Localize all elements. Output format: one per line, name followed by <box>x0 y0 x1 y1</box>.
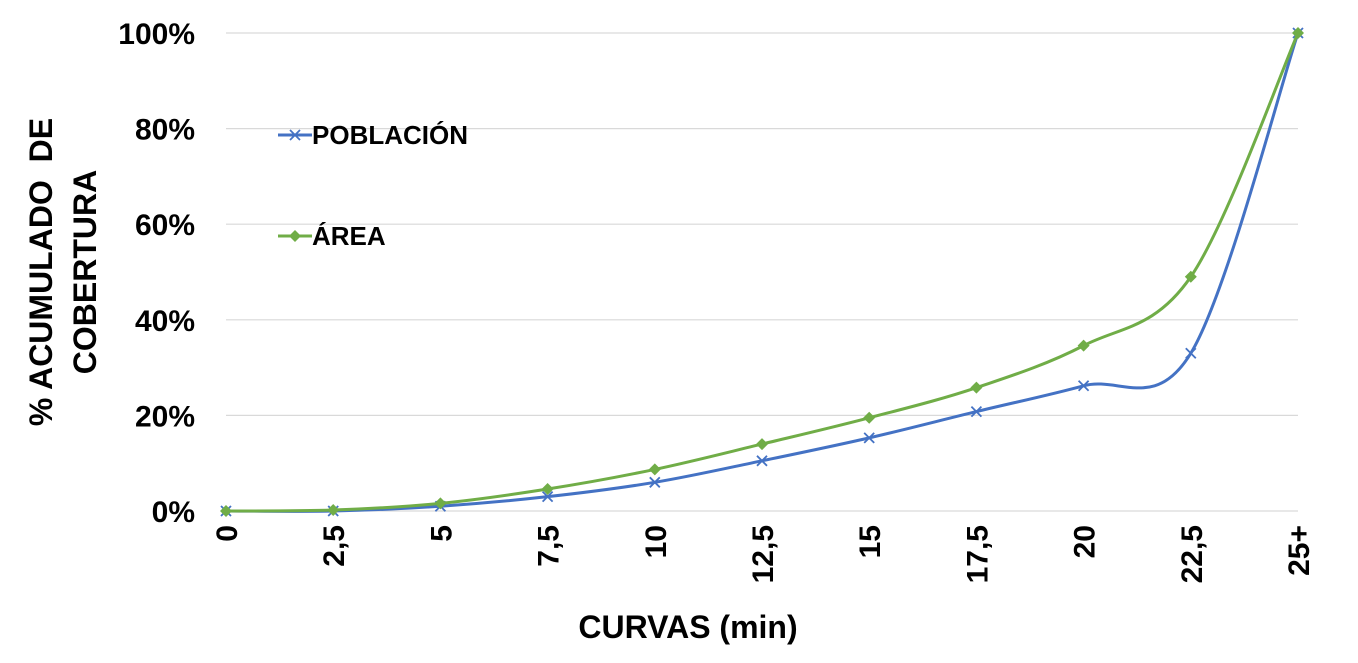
x-tick-label: 7,5 <box>533 525 566 567</box>
data-point-area <box>970 381 983 394</box>
y-axis-title-line-2: COBERTURA <box>67 170 103 374</box>
data-point-area <box>1292 27 1304 39</box>
data-point-area <box>220 505 232 517</box>
legend-label-poblacion: POBLACIÓN <box>312 120 468 150</box>
data-point-area <box>1184 270 1197 283</box>
data-point-poblacion <box>1077 380 1090 392</box>
y-tick-label: 20% <box>135 400 195 433</box>
data-point-area <box>434 497 447 510</box>
x-tick-label: 0 <box>211 525 244 542</box>
legend-marker-poblacion <box>289 129 301 141</box>
gridlines <box>226 32 1298 512</box>
data-point-poblacion <box>756 455 768 467</box>
data-point-area <box>756 438 768 451</box>
data-point-area <box>327 504 340 517</box>
x-tick-label: 2,5 <box>318 525 351 567</box>
series-line-poblacion <box>225 32 1300 513</box>
series-area <box>220 27 1304 517</box>
legend-item-poblacion: POBLACIÓN <box>278 120 468 150</box>
data-point-area <box>863 411 876 424</box>
y-tick-label: 0% <box>152 496 195 529</box>
data-point-poblacion <box>649 476 661 488</box>
y-axis-ticks: 0% 20% 40% 60% 80% 100% <box>118 18 195 529</box>
series-line-area <box>225 32 1300 513</box>
x-tick-label: 17,5 <box>961 525 994 583</box>
x-tick-label: 20 <box>1069 525 1102 558</box>
x-tick-label: 25+ <box>1283 525 1316 576</box>
x-axis-title: CURVAS (min) <box>578 609 797 645</box>
legend-label-area: ÁREA <box>312 221 386 251</box>
data-point-poblacion <box>970 405 983 418</box>
x-axis-ticks: 0 2,5 5 7,5 10 12,5 15 17,5 20 22,5 25+ <box>211 525 1316 583</box>
legend-item-area: ÁREA <box>278 221 386 251</box>
y-tick-label: 40% <box>135 305 195 338</box>
data-point-area <box>1077 339 1090 352</box>
data-point-poblacion <box>863 432 875 444</box>
y-tick-label: 80% <box>135 114 195 147</box>
y-axis-title-line-1: % ACUMULADO DE <box>23 118 59 426</box>
x-tick-label: 22,5 <box>1176 525 1209 583</box>
x-tick-label: 10 <box>640 525 673 558</box>
data-point-poblacion <box>541 491 554 503</box>
x-tick-label: 12,5 <box>747 525 780 583</box>
data-point-area <box>541 483 554 496</box>
series-lines <box>220 27 1304 517</box>
x-tick-label: 15 <box>854 525 887 558</box>
y-axis-title: % ACUMULADO DE COBERTURA <box>23 118 103 426</box>
y-tick-label: 100% <box>118 18 195 51</box>
data-point-poblacion <box>1185 347 1197 359</box>
x-tick-label: 5 <box>425 525 458 542</box>
legend-marker-area <box>289 230 301 242</box>
legend: POBLACIÓN ÁREA <box>278 120 468 251</box>
y-tick-label: 60% <box>135 209 195 242</box>
data-point-area <box>648 463 661 476</box>
